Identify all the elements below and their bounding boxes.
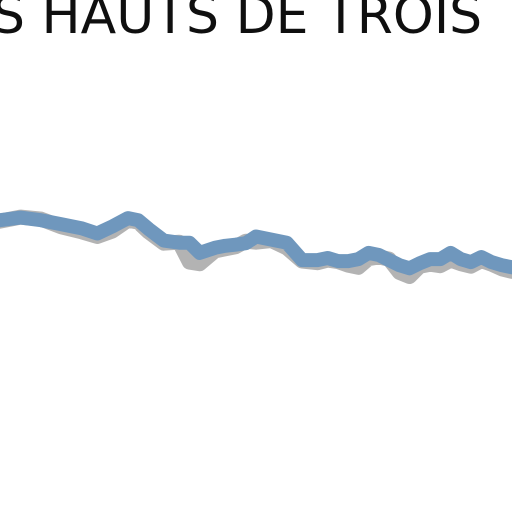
series-layer: [0, 209, 512, 284]
series-line-2: [0, 210, 512, 276]
chart-title: S HAUTS DE TROIS: [0, 0, 483, 46]
